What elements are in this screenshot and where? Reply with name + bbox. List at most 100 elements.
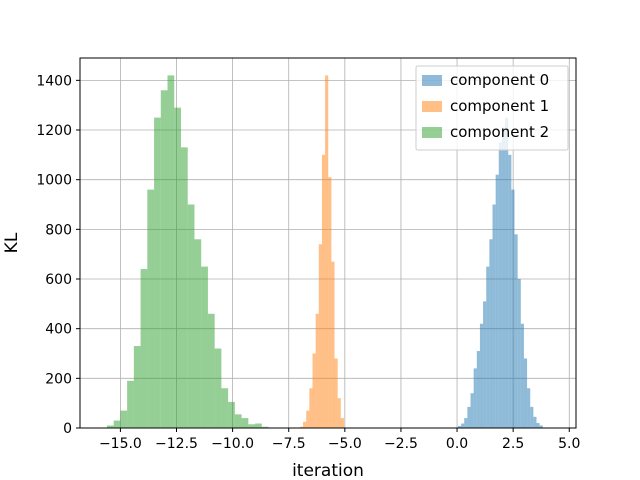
histogram-bar — [530, 406, 534, 428]
histogram-bar — [340, 418, 344, 428]
legend-label: component 2 — [450, 123, 549, 141]
histogram-bar — [479, 323, 484, 428]
y-tick-label: 1200 — [36, 123, 72, 139]
histogram-bar — [174, 107, 181, 428]
histogram-bar — [489, 239, 493, 428]
legend-swatch — [422, 127, 442, 138]
y-tick-label: 800 — [45, 222, 72, 238]
histogram-bar — [187, 204, 195, 428]
histogram-bar — [106, 425, 114, 428]
series-0-bars — [457, 117, 543, 428]
y-axis-title: KL — [2, 232, 22, 253]
histogram-bar — [214, 348, 222, 428]
legend-swatch — [422, 75, 442, 86]
histogram-bar — [201, 266, 208, 428]
histogram-bar — [228, 401, 235, 428]
plot-frame — [79, 57, 577, 429]
histogram-bar — [533, 416, 537, 428]
histogram-bar — [523, 358, 528, 428]
y-tick-label: 1000 — [36, 173, 72, 189]
histogram-bar — [234, 414, 242, 428]
histogram-bar — [255, 423, 262, 428]
histogram-bar — [315, 313, 319, 428]
histogram-bar — [318, 244, 322, 428]
histogram-bar — [464, 418, 468, 428]
histogram-bar — [328, 177, 332, 428]
histogram-bar — [492, 204, 496, 428]
histogram-bar — [299, 426, 304, 428]
x-tick-label: −12.5 — [155, 436, 198, 452]
histogram-bar — [483, 301, 487, 428]
histogram-bar — [539, 425, 543, 428]
histogram-bar — [147, 189, 155, 428]
histogram-bars — [106, 75, 543, 429]
series-1-bars — [299, 75, 344, 428]
x-tick-label: −7.5 — [272, 436, 306, 452]
y-tick-label: 600 — [45, 272, 72, 288]
histogram-bar — [527, 388, 531, 428]
histogram-bar — [127, 380, 134, 428]
y-tick-label: 1400 — [36, 73, 72, 89]
x-tick-label: −2.5 — [384, 436, 418, 452]
histogram-bar — [498, 142, 502, 428]
histogram-bar — [520, 323, 524, 428]
histogram-bar — [312, 353, 316, 428]
histogram-bar — [337, 398, 341, 428]
x-tick-label: 0.0 — [446, 436, 468, 452]
histogram-bar — [476, 351, 480, 428]
histogram-bar — [221, 388, 229, 428]
histogram-bar — [241, 418, 249, 428]
x-tick-label: −5.0 — [328, 436, 362, 452]
histogram-bar — [331, 261, 335, 428]
y-tick-label: 200 — [45, 371, 72, 387]
histogram-bar — [486, 266, 490, 428]
histogram-bar — [194, 239, 202, 428]
histogram-bar — [306, 410, 310, 428]
histogram-bar — [207, 313, 215, 428]
histogram-bar — [495, 174, 499, 428]
histogram-bar — [473, 368, 477, 428]
histogram-bar — [120, 410, 128, 428]
legend-swatch — [422, 101, 442, 112]
x-tick-label: 2.5 — [502, 436, 524, 452]
histogram-bar — [321, 154, 326, 428]
histogram-bar — [511, 189, 515, 428]
histogram-bar — [167, 75, 175, 428]
histogram-bar — [470, 393, 474, 428]
x-tick-label: 5.0 — [558, 436, 580, 452]
series-2-bars — [106, 75, 269, 429]
x-tick-label: −10.0 — [211, 436, 254, 452]
y-tick-label: 0 — [63, 421, 72, 437]
histogram-bar — [467, 406, 471, 428]
histogram-bar — [517, 279, 521, 428]
y-tick-label: 400 — [45, 322, 72, 338]
histogram-bar — [261, 426, 269, 428]
histogram-bar — [160, 90, 168, 429]
legend-box — [415, 65, 569, 151]
histogram-bar — [461, 423, 465, 428]
histogram-bar — [508, 154, 512, 428]
histogram-bar — [133, 346, 141, 428]
histogram-bar — [457, 426, 462, 428]
histogram-bar — [505, 117, 509, 428]
x-axis-title: iteration — [292, 461, 364, 480]
legend-label: component 0 — [450, 71, 549, 89]
histogram-bar — [309, 388, 313, 428]
histogram-bar — [248, 424, 256, 428]
histogram-bar — [113, 420, 121, 428]
histogram-bar — [536, 423, 540, 428]
histogram-bar — [140, 269, 148, 428]
histogram-bar — [154, 117, 161, 428]
histogram-bar — [501, 127, 506, 428]
histogram-bar — [303, 421, 307, 428]
histogram-bar — [514, 234, 518, 428]
histogram-bar — [180, 147, 188, 428]
legend: component 0 component 1 component 2 — [415, 65, 569, 151]
histogram-bar — [325, 75, 329, 428]
histogram-bar — [334, 358, 338, 428]
x-tick-label: −15.0 — [99, 436, 142, 452]
legend-label: component 1 — [450, 97, 549, 115]
axis-ticks: −15.0 −12.5 −10.0 −7.5 −5.0 −2.5 0.0 2.5 5.0 0 200… — [36, 73, 580, 452]
